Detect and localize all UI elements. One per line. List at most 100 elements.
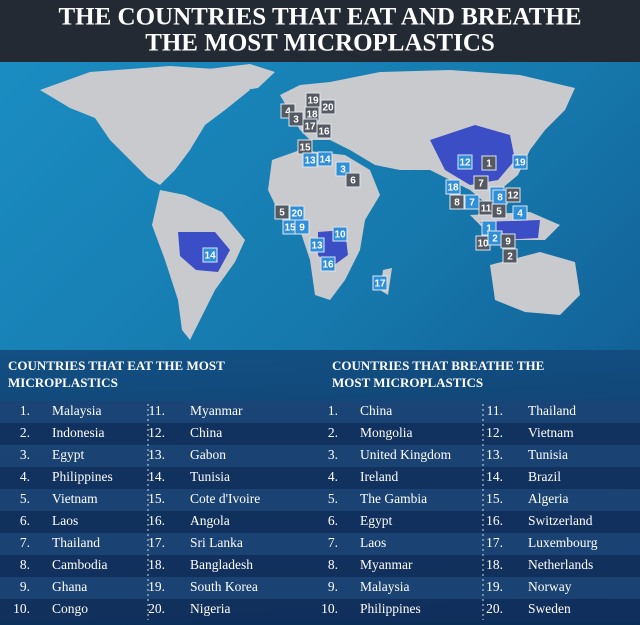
marker-label: 18 (447, 183, 459, 194)
map-marker (294, 219, 310, 235)
rank: 13. (486, 447, 503, 462)
marker-label: 15 (299, 143, 311, 154)
rank: 5. (328, 491, 338, 506)
marker-label: 1 (486, 224, 492, 235)
map-marker (473, 175, 489, 191)
country: The Gambia (360, 491, 427, 506)
marker-label: 7 (469, 198, 475, 209)
rank: 10. (13, 601, 30, 616)
marker-label: 7 (478, 179, 484, 190)
marker-label: 10 (477, 239, 489, 250)
map-marker (491, 203, 507, 219)
country: Thailand (528, 403, 576, 418)
row-stripe (0, 511, 640, 533)
marker-label: 13 (311, 241, 323, 252)
marker-label: 3 (293, 115, 299, 126)
marker-label: 2 (507, 252, 513, 263)
list-heading: MICROPLASTICS (8, 375, 118, 390)
rank: 7. (328, 535, 338, 550)
map-marker (502, 248, 518, 264)
country: Sri Lanka (190, 535, 243, 550)
marker-label: 17 (374, 279, 386, 290)
rank: 1. (328, 403, 338, 418)
country: Norway (528, 579, 572, 594)
country: Egypt (52, 447, 84, 462)
country: United Kingdom (360, 447, 452, 462)
country: Malaysia (360, 579, 410, 594)
marker-label: 4 (285, 107, 291, 118)
rank: 3. (20, 447, 30, 462)
map-marker (512, 205, 528, 221)
row-stripe (0, 467, 640, 489)
marker-label: 5 (279, 208, 285, 219)
marker-label: 8 (497, 193, 503, 204)
country: Vietnam (528, 425, 574, 440)
rank: 15. (486, 491, 503, 506)
country: Brazil (528, 469, 561, 484)
country: Gabon (190, 447, 226, 462)
marker-label: 16 (322, 260, 334, 271)
marker-label: 4 (517, 209, 523, 220)
map-marker (309, 237, 325, 253)
country: Thailand (52, 535, 100, 550)
country: Philippines (52, 469, 113, 484)
rank: 7. (20, 535, 30, 550)
rank: 5. (20, 491, 30, 506)
rank: 20. (148, 601, 165, 616)
marker-label: 15 (284, 223, 296, 234)
map-marker (481, 155, 497, 171)
list-heading: COUNTRIES THAT BREATHE THE (332, 358, 544, 373)
country: Ghana (52, 579, 87, 594)
country: Cambodia (52, 557, 108, 572)
map-marker (445, 179, 461, 195)
rank: 19. (148, 579, 165, 594)
title-band (0, 0, 640, 62)
country: Luxembourg (528, 535, 598, 550)
country: Bangladesh (190, 557, 253, 572)
rank: 15. (148, 491, 165, 506)
rank: 14. (148, 469, 165, 484)
row-stripe (0, 489, 640, 511)
country: Sweden (528, 601, 571, 616)
map-marker (512, 154, 528, 170)
rank: 14. (486, 469, 503, 484)
country: Myanmar (190, 403, 243, 418)
marker-label: 6 (350, 176, 356, 187)
marker-label: 18 (306, 110, 318, 121)
marker-label: 8 (454, 198, 460, 209)
country: China (360, 403, 392, 418)
marker-label: 20 (291, 209, 303, 220)
rank: 2. (20, 425, 30, 440)
country: Switzerland (528, 513, 593, 528)
country: Philippines (360, 601, 421, 616)
row-stripe (0, 423, 640, 445)
marker-label: 2 (492, 234, 498, 245)
country: China (190, 425, 222, 440)
map-marker (457, 154, 473, 170)
marker-label: 12 (459, 158, 471, 169)
map-marker (505, 187, 521, 203)
marker-label: 13 (304, 156, 316, 167)
country: Mongolia (360, 425, 413, 440)
country: Algeria (528, 491, 568, 506)
country: Myanmar (360, 557, 413, 572)
country: Egypt (360, 513, 392, 528)
rank: 8. (328, 557, 338, 572)
rank: 10. (321, 601, 338, 616)
title: THE MOST MICROPLASTICS (145, 30, 495, 57)
rank: 11. (149, 403, 165, 418)
rank: 3. (328, 447, 338, 462)
rank: 9. (328, 579, 338, 594)
list-heading: COUNTRIES THAT EAT THE MOST (8, 358, 225, 373)
rank: 18. (148, 557, 165, 572)
map-marker (202, 247, 218, 263)
row-stripe (0, 599, 640, 621)
rank: 9. (20, 579, 30, 594)
rank: 13. (148, 447, 165, 462)
marker-label: 20 (322, 103, 334, 114)
rank: 6. (20, 513, 30, 528)
marker-label: 19 (514, 158, 526, 169)
country: Malaysia (52, 403, 102, 418)
row-stripe (0, 555, 640, 577)
rank: 17. (148, 535, 165, 550)
